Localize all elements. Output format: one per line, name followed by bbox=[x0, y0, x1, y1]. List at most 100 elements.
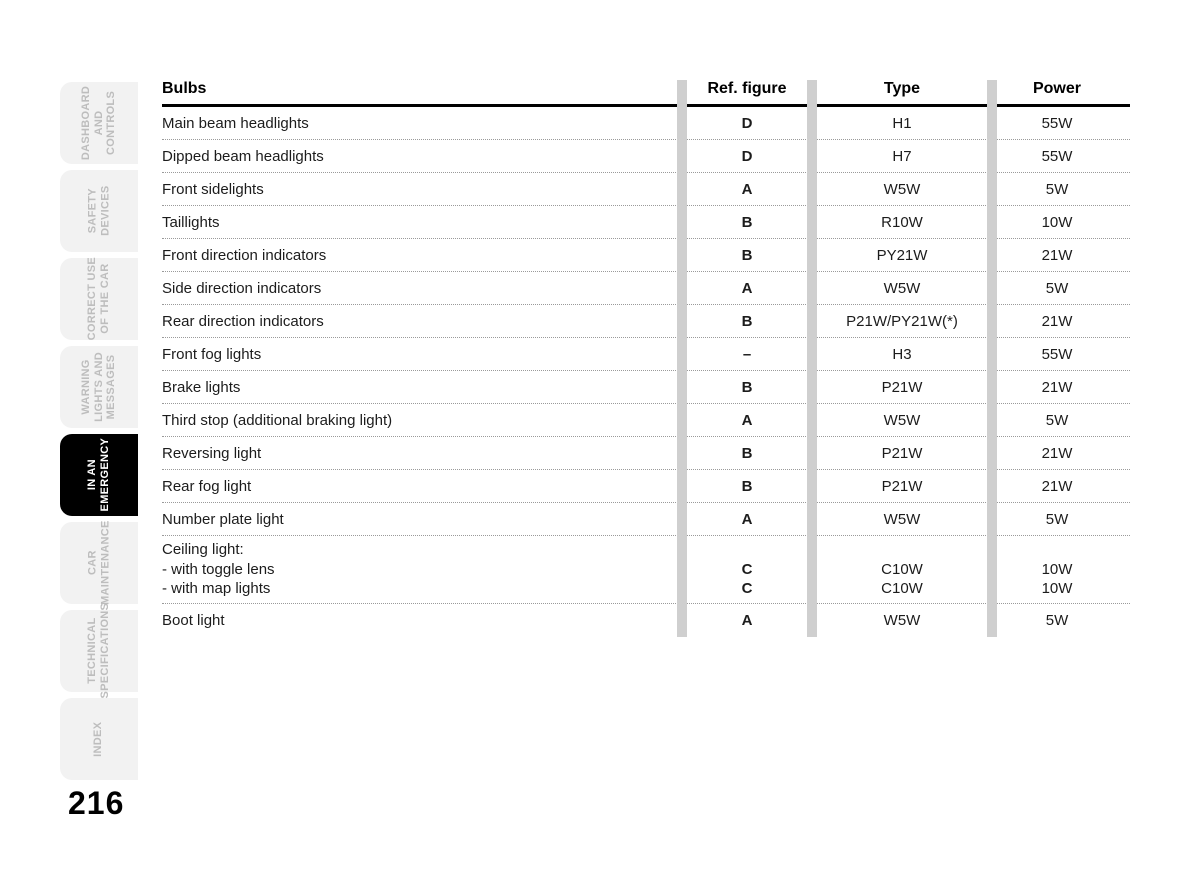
cell-bulb-name: Rear direction indicators bbox=[162, 313, 682, 330]
th-power: Power bbox=[992, 80, 1122, 98]
table-row: Front direction indicatorsBPY21W21W bbox=[162, 239, 1130, 272]
table-row: Brake lightsBP21W21W bbox=[162, 371, 1130, 404]
cell-power: 10W 10W bbox=[992, 540, 1122, 599]
section-tab[interactable]: IN AN EMERGENCY bbox=[60, 434, 138, 516]
cell-ref-figure: – bbox=[682, 346, 812, 363]
column-separator bbox=[987, 80, 997, 637]
section-tab-label: CAR MAINTENANCE bbox=[86, 521, 111, 606]
cell-bulb-name: Brake lights bbox=[162, 379, 682, 396]
section-tab[interactable]: SAFETY DEVICES bbox=[60, 170, 138, 252]
cell-power: 55W bbox=[992, 115, 1122, 132]
cell-power: 5W bbox=[992, 181, 1122, 198]
cell-bulb-name: Rear fog light bbox=[162, 478, 682, 495]
cell-bulb-name: Taillights bbox=[162, 214, 682, 231]
cell-type: P21W bbox=[812, 478, 992, 495]
cell-ref-figure: A bbox=[682, 612, 812, 629]
cell-power: 21W bbox=[992, 379, 1122, 396]
section-tab-label: SAFETY DEVICES bbox=[86, 186, 111, 236]
column-separator bbox=[807, 80, 817, 637]
cell-power: 21W bbox=[992, 445, 1122, 462]
table-row: Side direction indicatorsAW5W5W bbox=[162, 272, 1130, 305]
section-tab-label: DASHBOARD AND CONTROLS bbox=[80, 86, 118, 160]
cell-type: W5W bbox=[812, 612, 992, 629]
cell-ref-figure: A bbox=[682, 412, 812, 429]
page-content: Bulbs Ref. figure Type Power Main beam h… bbox=[138, 80, 1140, 780]
section-tab-label: IN AN EMERGENCY bbox=[86, 438, 111, 512]
cell-type: P21W bbox=[812, 379, 992, 396]
section-tab-label: INDEX bbox=[93, 721, 106, 756]
cell-ref-figure: B bbox=[682, 214, 812, 231]
bulbs-table: Bulbs Ref. figure Type Power Main beam h… bbox=[162, 80, 1130, 637]
cell-type: C10W C10W bbox=[812, 540, 992, 599]
cell-bulb-name: Main beam headlights bbox=[162, 115, 682, 132]
section-tab[interactable]: CORRECT USE OF THE CAR bbox=[60, 258, 138, 340]
cell-power: 5W bbox=[992, 280, 1122, 297]
cell-ref-figure: B bbox=[682, 445, 812, 462]
section-tab[interactable]: CAR MAINTENANCE bbox=[60, 522, 138, 604]
cell-ref-figure: D bbox=[682, 148, 812, 165]
cell-type: R10W bbox=[812, 214, 992, 231]
cell-bulb-name: Front fog lights bbox=[162, 346, 682, 363]
cell-ref-figure: B bbox=[682, 247, 812, 264]
cell-type: H7 bbox=[812, 148, 992, 165]
table-header-row: Bulbs Ref. figure Type Power bbox=[162, 80, 1130, 107]
column-separator bbox=[677, 80, 687, 637]
cell-bulb-name: Boot light bbox=[162, 612, 682, 629]
cell-bulb-name: Reversing light bbox=[162, 445, 682, 462]
cell-ref-figure: B bbox=[682, 313, 812, 330]
cell-bulb-name: Front direction indicators bbox=[162, 247, 682, 264]
table-row: Reversing lightBP21W21W bbox=[162, 437, 1130, 470]
section-tab[interactable]: WARNING LIGHTS AND MESSAGES bbox=[60, 346, 138, 428]
section-tab[interactable]: TECHNICAL SPECIFICATIONS bbox=[60, 610, 138, 692]
cell-bulb-name: Dipped beam headlights bbox=[162, 148, 682, 165]
cell-type: W5W bbox=[812, 412, 992, 429]
cell-power: 55W bbox=[992, 148, 1122, 165]
table-row: Rear direction indicatorsBP21W/PY21W(*)2… bbox=[162, 305, 1130, 338]
cell-power: 5W bbox=[992, 511, 1122, 528]
cell-type: P21W bbox=[812, 445, 992, 462]
cell-bulb-name: Number plate light bbox=[162, 511, 682, 528]
cell-power: 10W bbox=[992, 214, 1122, 231]
cell-ref-figure: B bbox=[682, 478, 812, 495]
table-row: Third stop (additional braking light)AW5… bbox=[162, 404, 1130, 437]
th-ref: Ref. figure bbox=[682, 80, 812, 98]
table-row: Rear fog lightBP21W21W bbox=[162, 470, 1130, 503]
table-row: TaillightsBR10W10W bbox=[162, 206, 1130, 239]
cell-ref-figure: A bbox=[682, 181, 812, 198]
cell-type: W5W bbox=[812, 181, 992, 198]
cell-ref-figure: D bbox=[682, 115, 812, 132]
th-bulbs: Bulbs bbox=[162, 80, 682, 98]
table-row: Boot lightAW5W5W bbox=[162, 604, 1130, 637]
table-row: Main beam headlightsDH155W bbox=[162, 107, 1130, 140]
table-row: Front sidelightsAW5W5W bbox=[162, 173, 1130, 206]
cell-bulb-name: Ceiling light: - with toggle lens - with… bbox=[162, 540, 682, 599]
bulbs-table-wrap: Bulbs Ref. figure Type Power Main beam h… bbox=[162, 80, 1130, 637]
section-tabs: DASHBOARD AND CONTROLS SAFETY DEVICES CORR… bbox=[60, 80, 138, 780]
cell-type: H3 bbox=[812, 346, 992, 363]
cell-ref-figure: C C bbox=[682, 540, 812, 599]
cell-power: 21W bbox=[992, 247, 1122, 264]
table-row: Number plate lightAW5W5W bbox=[162, 503, 1130, 536]
cell-power: 21W bbox=[992, 313, 1122, 330]
manual-page: DASHBOARD AND CONTROLS SAFETY DEVICES CORR… bbox=[60, 80, 1140, 780]
cell-power: 55W bbox=[992, 346, 1122, 363]
section-tab[interactable]: INDEX bbox=[60, 698, 138, 780]
section-tab[interactable]: DASHBOARD AND CONTROLS bbox=[60, 82, 138, 164]
table-body: Main beam headlightsDH155WDipped beam he… bbox=[162, 107, 1130, 637]
section-tab-label: WARNING LIGHTS AND MESSAGES bbox=[80, 352, 118, 422]
cell-type: H1 bbox=[812, 115, 992, 132]
th-type: Type bbox=[812, 80, 992, 98]
cell-type: W5W bbox=[812, 280, 992, 297]
cell-type: P21W/PY21W(*) bbox=[812, 313, 992, 330]
cell-type: PY21W bbox=[812, 247, 992, 264]
section-tab-label: CORRECT USE OF THE CAR bbox=[86, 257, 111, 340]
cell-ref-figure: A bbox=[682, 511, 812, 528]
page-number: 216 bbox=[68, 785, 124, 822]
cell-power: 5W bbox=[992, 412, 1122, 429]
cell-type: W5W bbox=[812, 511, 992, 528]
table-row: Dipped beam headlightsDH755W bbox=[162, 140, 1130, 173]
cell-bulb-name: Third stop (additional braking light) bbox=[162, 412, 682, 429]
cell-bulb-name: Side direction indicators bbox=[162, 280, 682, 297]
section-tab-label: TECHNICAL SPECIFICATIONS bbox=[86, 603, 111, 699]
cell-power: 5W bbox=[992, 612, 1122, 629]
